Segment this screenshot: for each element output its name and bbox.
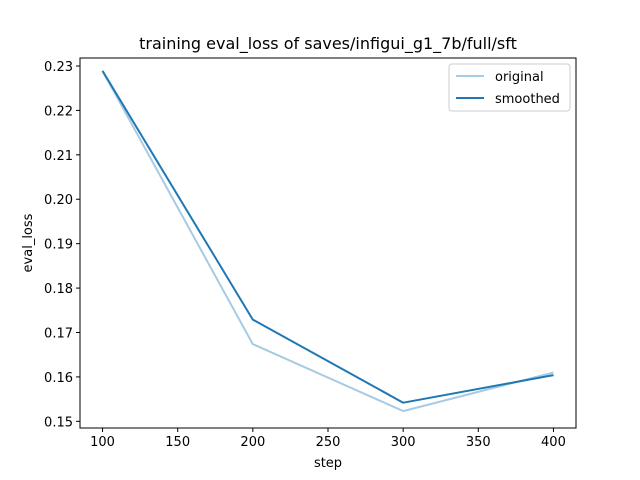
y-tick-label: 0.19 [44, 238, 73, 253]
data-lines [101, 70, 554, 413]
x-tick-label: 100 [90, 435, 115, 450]
x-tick-label: 400 [541, 435, 566, 450]
y-tick-label: 0.18 [44, 282, 73, 297]
x-tick-label: 150 [165, 435, 190, 450]
x-tick-label: 350 [466, 435, 491, 450]
series-line-original [101, 70, 554, 413]
y-tick-label: 0.22 [44, 104, 73, 119]
y-axis-label: eval_loss [21, 213, 36, 272]
x-axis-label: step [314, 456, 342, 471]
chart-title: training eval_loss of saves/infigui_g1_7… [139, 34, 517, 53]
legend: original smoothed [448, 63, 571, 112]
x-axis-ticks: 100 150 200 250 300 350 400 [90, 428, 566, 450]
y-tick-label: 0.20 [44, 193, 73, 208]
x-tick-label: 200 [240, 435, 265, 450]
legend-label-original: original [495, 70, 544, 85]
x-tick-label: 250 [316, 435, 341, 450]
y-axis-ticks: 0.15 0.16 0.17 0.18 0.19 0.20 0.21 0.22 0.23 [44, 60, 80, 430]
legend-label-smoothed: smoothed [495, 92, 560, 107]
plot-frame [79, 57, 577, 429]
y-tick-label: 0.21 [44, 149, 73, 164]
y-tick-label: 0.17 [44, 327, 73, 342]
y-tick-label: 0.16 [44, 371, 73, 386]
series-line-smoothed [101, 70, 554, 404]
x-tick-label: 300 [391, 435, 416, 450]
y-tick-label: 0.15 [44, 415, 73, 430]
y-tick-label: 0.23 [44, 60, 73, 75]
